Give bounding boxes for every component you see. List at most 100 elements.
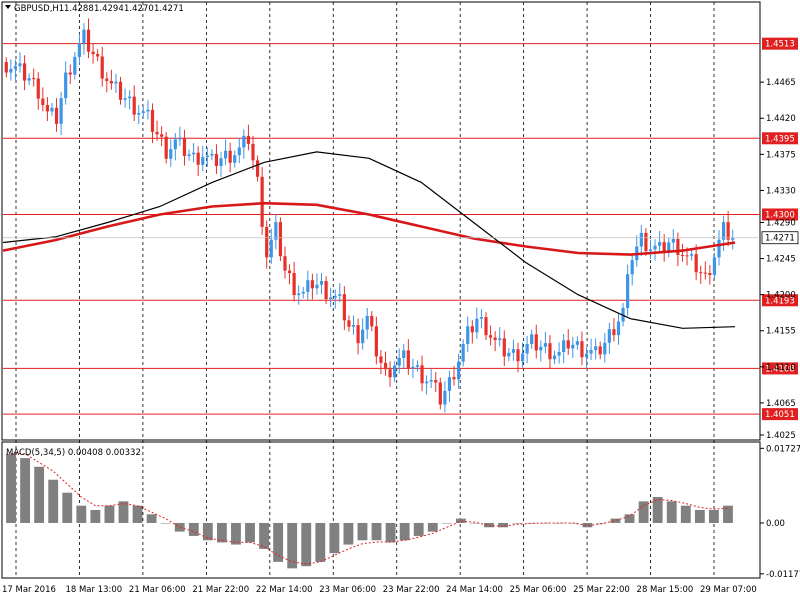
candle-body [648,249,653,251]
candle-body [96,54,100,57]
y-tick-label: 1.4420 [766,114,796,124]
y-tick-label: 1.4465 [766,78,796,88]
candle-body [548,343,552,360]
y-tick-label: 1.4245 [766,255,796,265]
candle-body [347,320,351,327]
macd-bar [6,453,16,523]
candle-body [589,349,593,354]
candle-body [59,98,63,124]
candle-body [680,254,685,256]
candle-body [694,254,698,273]
candle-body [73,56,77,75]
macd-bar [371,522,382,541]
candle-body [351,325,356,327]
candle-body [662,242,666,253]
candle-body [425,381,429,384]
macd-bar [329,522,340,554]
moving-average-black [2,151,736,329]
x-tick-label: 21 Mar 06:00 [129,585,186,595]
y-tick-label: 1.4025 [766,431,796,441]
candle-body [717,239,721,258]
price-pane[interactable] [1,1,761,441]
dropdown-triangle-icon[interactable] [5,5,11,9]
candle-body [100,56,104,79]
x-tick-label: 24 Mar 14:00 [446,585,503,595]
candle-body [411,366,415,369]
y-tick-label: 1.4065 [766,399,796,409]
candle-body [278,222,283,257]
x-tick-label: 17 Mar 2016 [2,585,56,595]
candle-body [470,326,474,333]
macd-bar [582,522,593,528]
candle-body [118,81,123,100]
macd-bar [259,522,269,549]
candle-body [251,143,255,161]
high-price: 1.4294 [94,4,124,14]
candle-body [228,150,232,163]
macd-bar [455,518,466,523]
candle-body [310,280,314,289]
candle-body [712,257,717,276]
candle-body [287,270,292,274]
candle-body [516,349,520,362]
level-price-label: 1.4108 [765,364,795,374]
macd-bar [160,522,171,524]
macd-bar [34,466,45,523]
macd-bar [343,522,354,545]
macd-bar [385,522,396,543]
macd-bar [273,522,284,562]
candle-body [41,98,45,106]
candle-body [671,238,675,243]
candle-body [164,136,168,159]
macd-bar [357,522,368,541]
level-price-box [762,208,798,221]
candle-body [607,329,611,343]
macd-bar [315,522,326,562]
macd-y-tick-label: 0.00 [766,519,785,529]
candle-body [18,63,22,67]
close-price: 1.4271 [154,4,184,14]
candle-body [525,343,529,354]
candle-body [77,43,81,57]
candle-body [379,356,383,363]
candle-body [566,340,570,349]
candle-body [223,150,228,159]
level-price-box [762,408,798,421]
candle-body [502,338,506,357]
candle-body [109,80,113,84]
macd-bar [652,497,663,523]
candle-body [493,337,497,340]
macd-bar [90,510,101,523]
candle-body [484,317,488,336]
candle-body [255,160,260,177]
candle-body [155,131,159,135]
macd-pane[interactable] [1,441,761,579]
candle-body [361,329,365,344]
macd-bar [245,522,255,543]
macd-bar [132,505,143,523]
x-tick-label: 22 Mar 14:00 [256,585,313,595]
candle-body [447,377,452,391]
y-tick-label: 1.4375 [766,150,796,160]
macd-bar [498,522,508,528]
macd-bar [427,522,438,532]
macd-bar [441,522,452,524]
candle-body [731,237,735,240]
level-price-label: 1.4193 [765,296,795,306]
level-price-label: 1.4051 [765,410,795,420]
candle-body [201,157,205,165]
candle-body [616,321,621,336]
candle-body [146,109,150,112]
macd-bar [413,522,424,536]
candle-body [269,239,273,258]
candle-body [429,380,433,382]
candle-body [443,390,447,405]
candle-body [91,51,95,55]
candle-body [242,135,246,148]
level-price-label: 1.4513 [765,40,795,50]
y-tick-label: 1.4155 [766,327,796,337]
macd-bar [48,479,59,523]
current-price-label: 1.4271 [765,234,795,244]
candles [4,18,735,413]
